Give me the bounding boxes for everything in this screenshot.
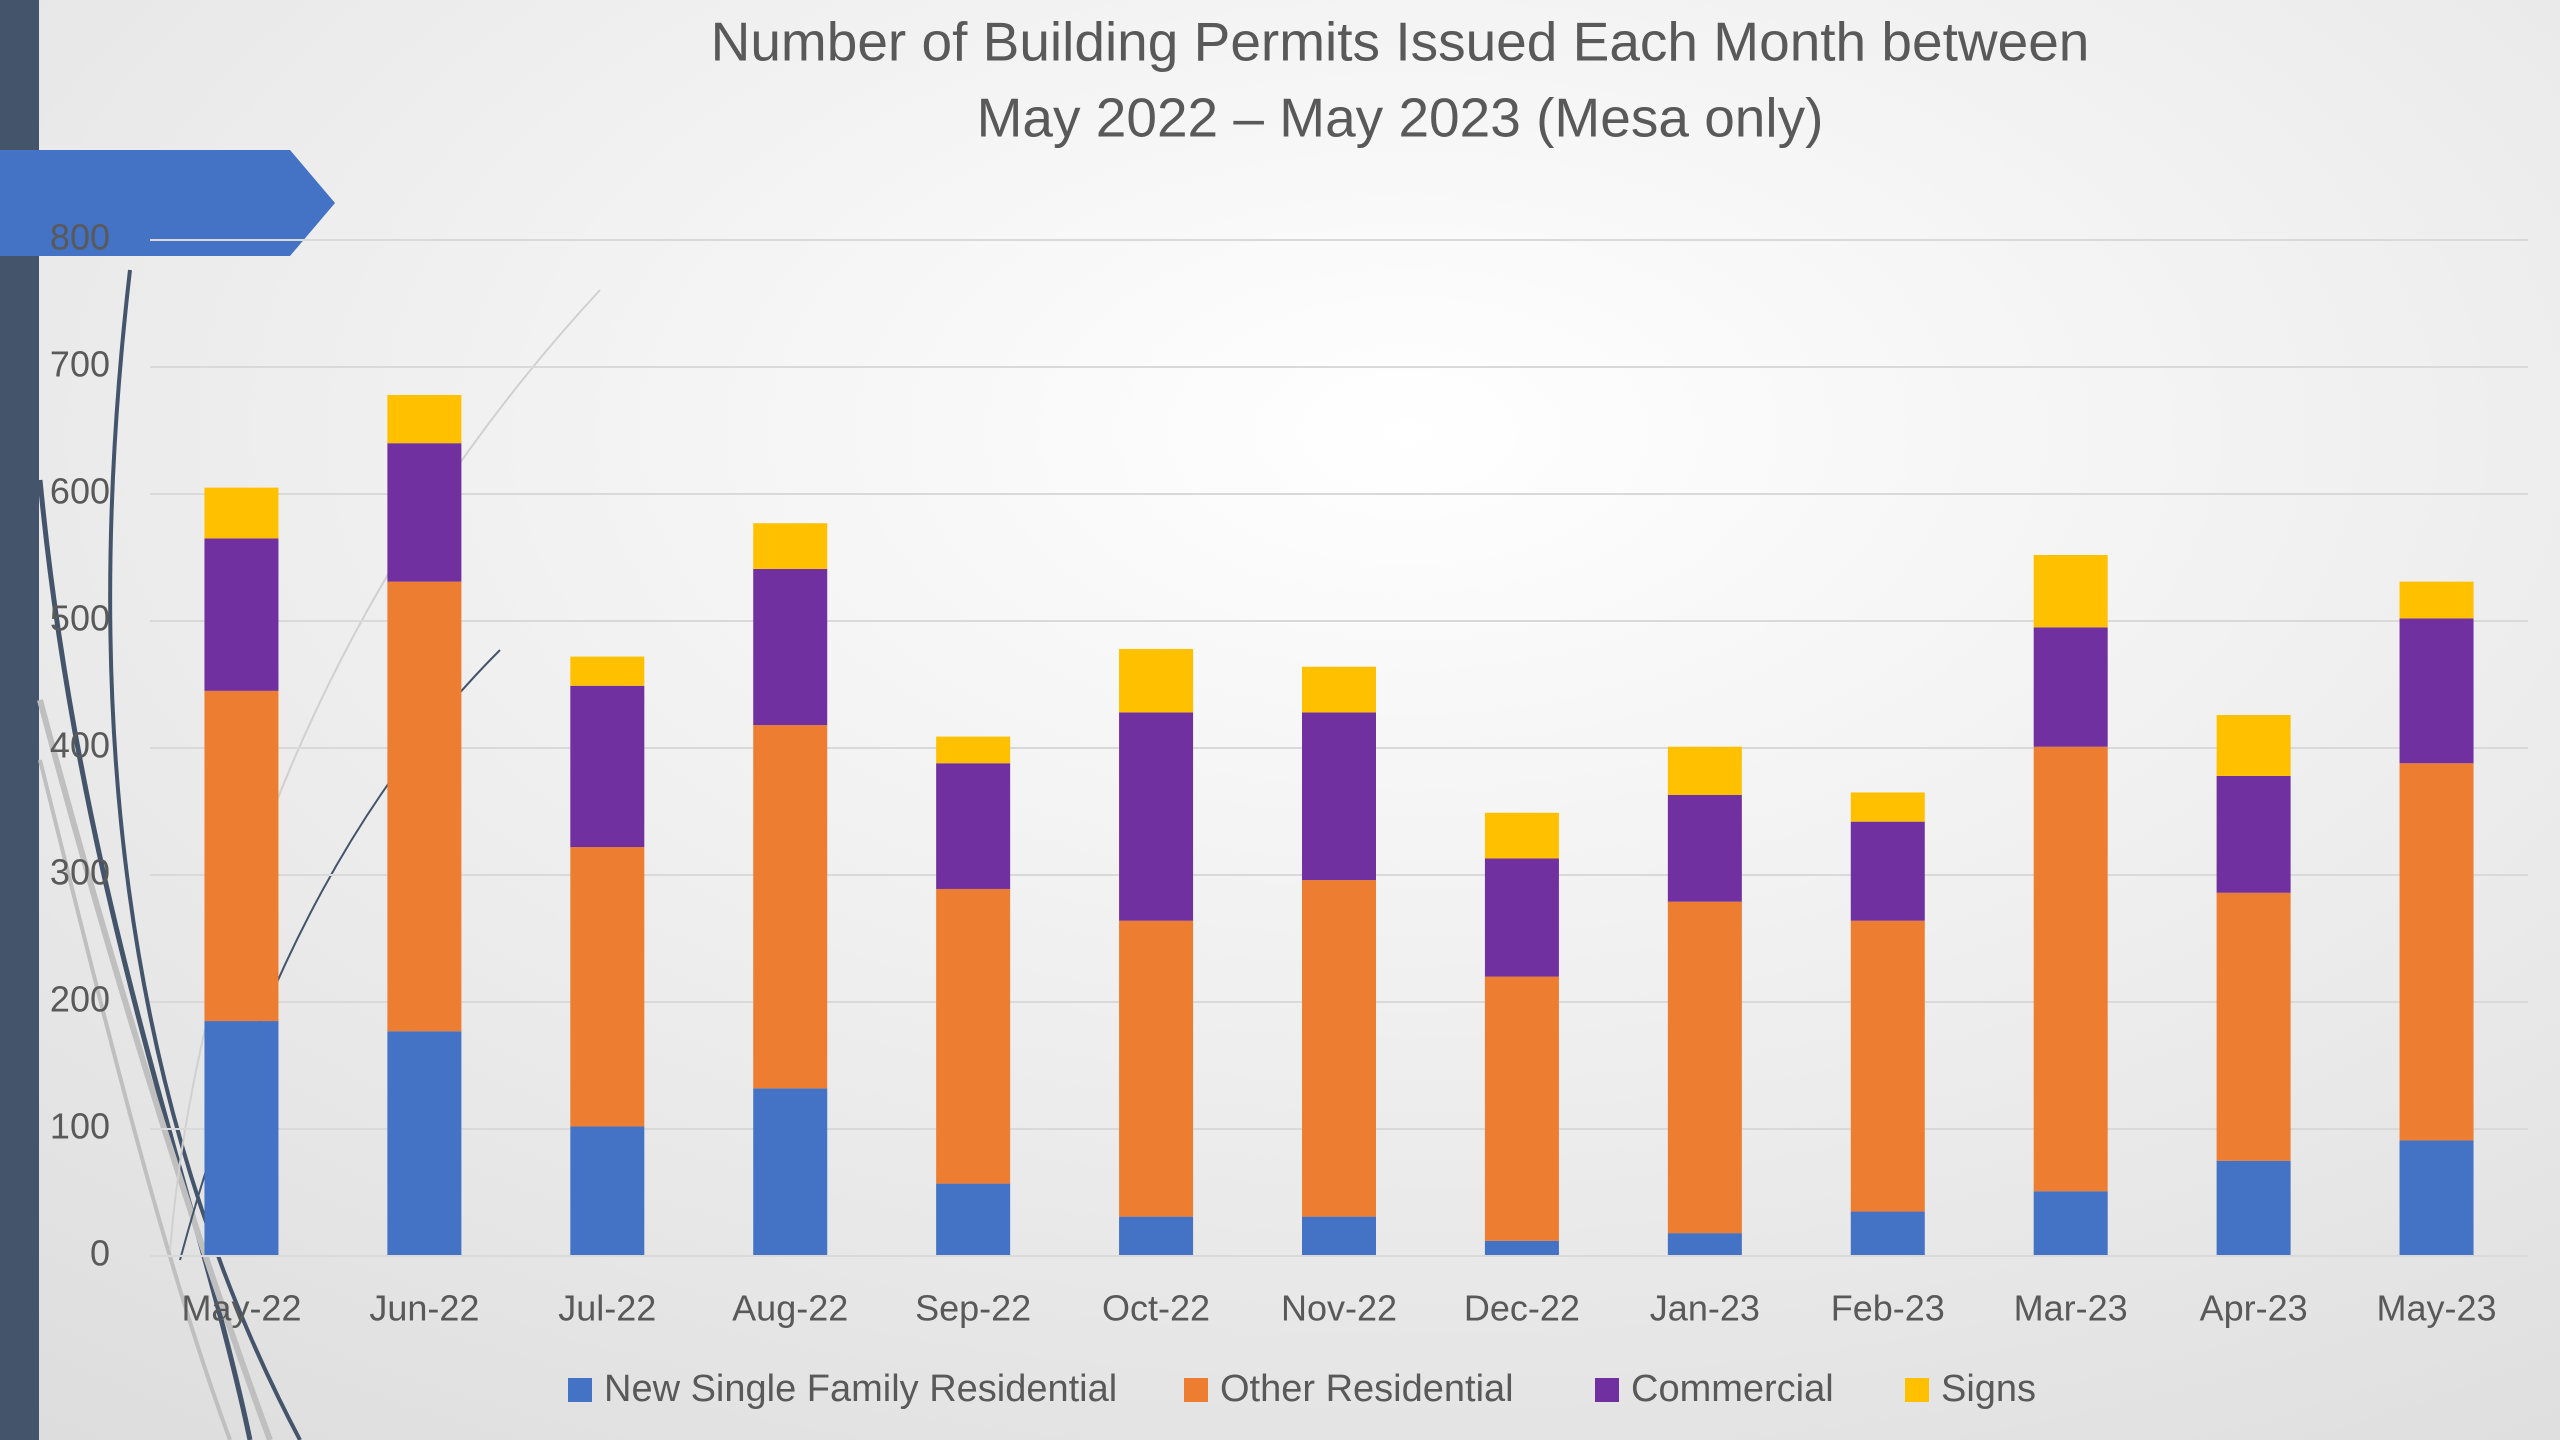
x-tick-label: Aug-22: [732, 1288, 848, 1329]
x-tick-label: Nov-22: [1281, 1288, 1397, 1329]
background: [0, 0, 2560, 1440]
legend-label: Commercial: [1631, 1368, 1834, 1410]
bar-segment: [1302, 712, 1376, 880]
bar-segment: [2400, 763, 2474, 1140]
y-tick-label: 400: [50, 725, 110, 766]
bar-segment: [2034, 1191, 2108, 1256]
bar-segment: [570, 1126, 644, 1256]
bar-segment: [936, 737, 1010, 764]
bar-segment: [936, 763, 1010, 889]
bar-segment: [2034, 627, 2108, 746]
y-tick-label: 200: [50, 979, 110, 1020]
bar-segment: [1485, 813, 1559, 859]
x-tick-label: Jan-23: [1650, 1288, 1760, 1329]
y-tick-label: 700: [50, 344, 110, 385]
bar-segment: [1851, 792, 1925, 821]
x-tick-label: Mar-23: [2014, 1288, 2128, 1329]
bar-segment: [387, 1031, 461, 1256]
bar-segment: [753, 725, 827, 1088]
bar-segment: [1485, 1241, 1559, 1256]
chart-title: May 2022 – May 2023 (Mesa only): [977, 87, 1824, 149]
bar-segment: [1302, 667, 1376, 713]
bar-segment: [1668, 902, 1742, 1233]
y-tick-label: 100: [50, 1106, 110, 1147]
y-tick-label: 300: [50, 852, 110, 893]
bar-segment: [2400, 1140, 2474, 1256]
x-tick-label: May-22: [181, 1288, 301, 1329]
legend-label: Signs: [1941, 1368, 2036, 1410]
legend-swatch: [1184, 1378, 1208, 1402]
bar-segment: [204, 691, 278, 1021]
bar-segment: [1119, 1217, 1193, 1256]
bar-segment: [387, 582, 461, 1032]
bar-segment: [204, 538, 278, 690]
bar-segment: [2217, 776, 2291, 893]
bar-segment: [204, 488, 278, 539]
bar-segment: [1119, 712, 1193, 920]
bar-segment: [2217, 893, 2291, 1161]
x-tick-label: May-23: [2377, 1288, 2497, 1329]
legend-swatch: [568, 1378, 592, 1402]
bar-segment: [1302, 880, 1376, 1217]
x-tick-label: Feb-23: [1831, 1288, 1945, 1329]
bar-segment: [753, 569, 827, 725]
bar-segment: [2400, 582, 2474, 619]
bar-segment: [1119, 921, 1193, 1217]
legend-swatch: [1595, 1378, 1619, 1402]
y-tick-label: 800: [50, 217, 110, 258]
x-tick-label: Oct-22: [1102, 1288, 1210, 1329]
x-tick-label: Sep-22: [915, 1288, 1031, 1329]
legend-label: Other Residential: [1220, 1368, 1514, 1410]
legend-label: New Single Family Residential: [604, 1368, 1117, 1410]
bar-segment: [1485, 977, 1559, 1241]
bar-segment: [2034, 747, 2108, 1192]
bar-segment: [1485, 858, 1559, 976]
bar-segment: [1119, 649, 1193, 713]
y-tick-label: 0: [90, 1233, 110, 1274]
bar-segment: [1851, 822, 1925, 921]
chart-title: Number of Building Permits Issued Each M…: [711, 11, 2090, 73]
bar-segment: [2034, 555, 2108, 627]
bar-segment: [1851, 921, 1925, 1212]
bar-segment: [387, 443, 461, 581]
bar-segment: [1851, 1212, 1925, 1256]
slide: Number of Building Permits Issued Each M…: [0, 0, 2560, 1440]
bar-segment: [936, 1184, 1010, 1256]
x-tick-label: Jun-22: [369, 1288, 479, 1329]
bar-segment: [1668, 795, 1742, 902]
bar-segment: [753, 1088, 827, 1256]
bar-segment: [2400, 618, 2474, 763]
y-tick-label: 500: [50, 598, 110, 639]
bar-segment: [387, 395, 461, 443]
bar-segment: [936, 889, 1010, 1184]
bar-segment: [753, 523, 827, 569]
x-tick-label: Apr-23: [2200, 1288, 2308, 1329]
bar-segment: [1302, 1217, 1376, 1256]
bar-segment: [570, 847, 644, 1126]
x-tick-label: Jul-22: [558, 1288, 656, 1329]
x-tick-label: Dec-22: [1464, 1288, 1580, 1329]
bar-segment: [2217, 715, 2291, 776]
legend-swatch: [1905, 1378, 1929, 1402]
bar-segment: [204, 1021, 278, 1256]
bar-segment: [570, 686, 644, 847]
bar-segment: [1668, 1233, 1742, 1256]
y-tick-label: 600: [50, 471, 110, 512]
bar-segment: [2217, 1161, 2291, 1256]
bar-segment: [570, 657, 644, 686]
bar-segment: [1668, 747, 1742, 795]
